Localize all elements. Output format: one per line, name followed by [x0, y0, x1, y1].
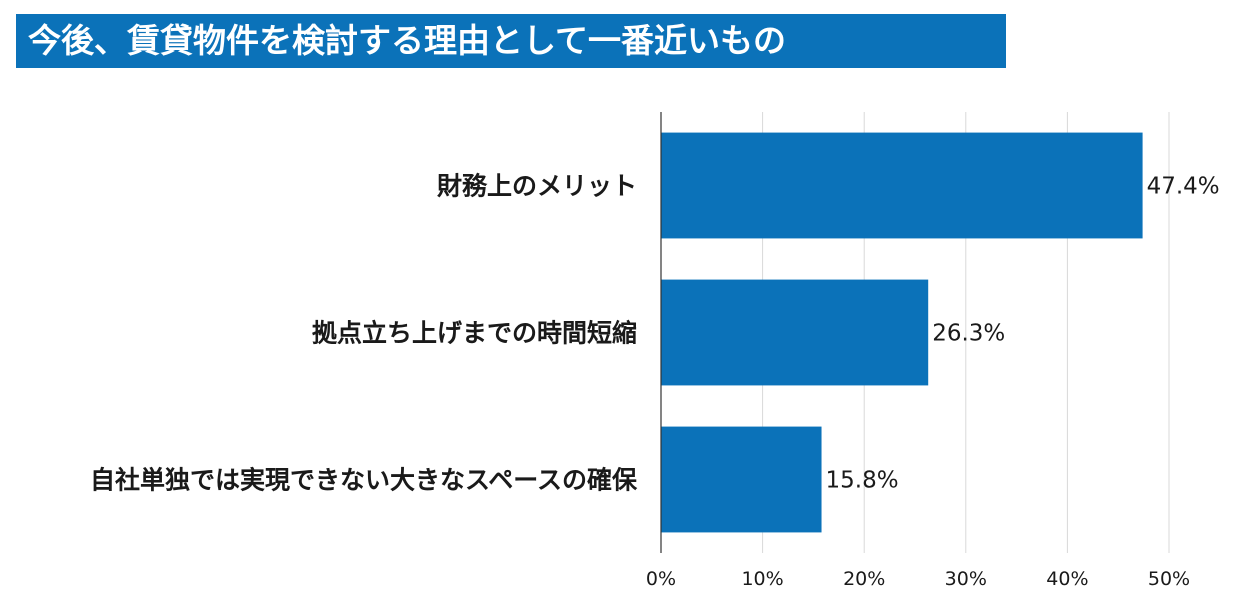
data-label: 15.8% — [826, 468, 899, 494]
data-label: 26.3% — [932, 321, 1005, 347]
category-label: 財務上のメリット — [437, 172, 637, 201]
x-tick-label: 30% — [945, 568, 987, 590]
labels: 0% 10% 20% 30% 40% 50% 47.4% 財務上のメリット 26.3% 拠点立ち上… — [90, 172, 1220, 591]
bars — [661, 132, 1143, 533]
category-label: 自社単独では実現できない大きなスペースの確保 — [90, 466, 638, 495]
x-tick-label: 0% — [646, 568, 676, 590]
x-tick-label: 50% — [1148, 568, 1190, 590]
x-tick-label: 10% — [741, 568, 783, 590]
chart-title: 今後、賃貸物件を検討する理由として一番近いもの — [16, 14, 1006, 68]
bar — [661, 132, 1143, 239]
bar — [661, 279, 929, 386]
bar — [661, 426, 822, 533]
x-tick-label: 40% — [1046, 568, 1088, 590]
category-label: 拠点立ち上げまでの時間短縮 — [312, 319, 637, 348]
data-label: 47.4% — [1147, 174, 1220, 200]
x-tick-label: 20% — [843, 568, 885, 590]
